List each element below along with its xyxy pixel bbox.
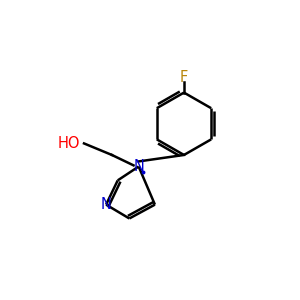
Text: N: N [133, 159, 144, 174]
Text: F: F [180, 70, 188, 85]
Text: N: N [101, 197, 112, 212]
Text: HO: HO [58, 136, 80, 151]
